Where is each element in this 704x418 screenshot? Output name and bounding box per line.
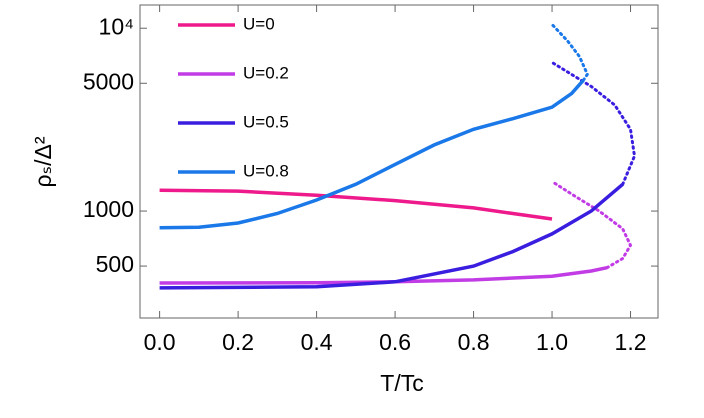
line — [159, 265, 608, 285]
x-tick-label: 0.2 — [222, 329, 254, 355]
legend-label: U=0.8 — [243, 161, 289, 180]
y-axis-label: ρₛ/Δ² — [30, 136, 56, 187]
dotted-line — [550, 180, 633, 270]
dotted-line — [550, 22, 590, 82]
legend-label: U=0.5 — [243, 112, 289, 131]
x-tick-label: 0.0 — [144, 329, 176, 355]
x-tick-label: 1.0 — [536, 329, 568, 355]
plot-frame — [139, 4, 659, 319]
dotted-line — [550, 60, 637, 186]
x-tick-label: 0.8 — [458, 329, 490, 355]
x-tick-label: 0.6 — [379, 329, 411, 355]
x-axis-label: T/Tc — [380, 370, 423, 396]
line — [159, 188, 553, 221]
x-tick-label: 0.4 — [301, 329, 333, 355]
x-tick-label: 1.2 — [615, 329, 647, 355]
line — [159, 79, 585, 230]
y-tick-label: 10⁴ — [99, 13, 134, 39]
y-tick-label: 5000 — [83, 68, 134, 94]
y-tick-label: 500 — [96, 251, 134, 277]
y-tick-label: 1000 — [83, 196, 134, 222]
legend-label: U=0.2 — [243, 63, 289, 82]
legend-label: U=0 — [243, 14, 275, 33]
line — [159, 182, 624, 290]
